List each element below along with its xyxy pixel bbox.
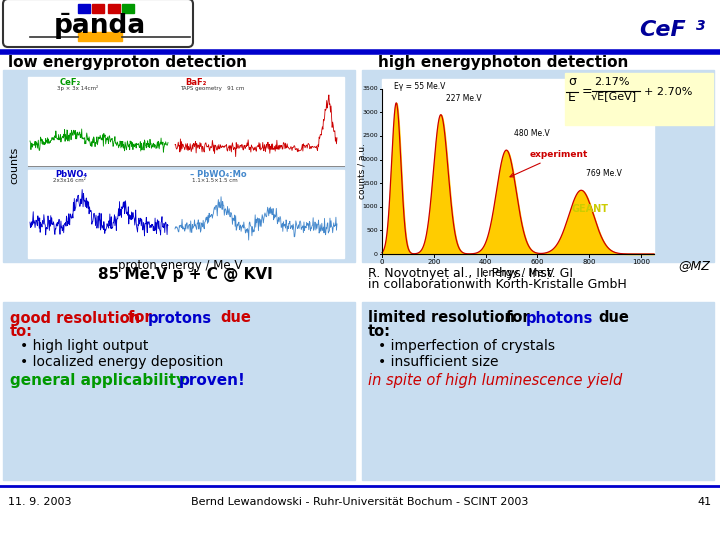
Text: • high light output: • high light output: [20, 339, 148, 353]
Text: Bernd Lewandowski - Ruhr-Universität Bochum - SCINT 2003: Bernd Lewandowski - Ruhr-Universität Boc…: [192, 497, 528, 507]
Bar: [565, 73, 713, 125]
Text: counts: counts: [9, 146, 19, 184]
Text: 3000: 3000: [362, 110, 378, 115]
Text: • insufficient size: • insufficient size: [378, 355, 498, 369]
Text: limited resolution: limited resolution: [368, 310, 515, 326]
Text: 11. 9. 2003: 11. 9. 2003: [8, 497, 71, 507]
Text: due: due: [598, 310, 629, 326]
Text: 1000: 1000: [362, 204, 378, 210]
Bar: [362, 70, 714, 262]
Text: E: E: [568, 91, 576, 104]
Text: 3p × 3x 14cm²: 3p × 3x 14cm²: [57, 85, 98, 91]
Text: 41: 41: [698, 497, 712, 507]
Text: to:: to:: [368, 325, 391, 340]
Bar: [92, 4, 104, 13]
Text: CeF: CeF: [639, 20, 686, 40]
Text: 0: 0: [379, 259, 384, 265]
Bar: [78, 4, 90, 13]
Text: high energyphoton detection: high energyphoton detection: [378, 56, 629, 71]
Text: counts / a.u.: counts / a.u.: [358, 143, 366, 199]
Text: photons: photons: [526, 310, 593, 326]
Text: CeF₂: CeF₂: [60, 78, 81, 87]
Bar: [3, 302, 355, 480]
Text: 1000: 1000: [632, 259, 650, 265]
Text: for: for: [506, 310, 535, 326]
Text: 400: 400: [479, 259, 492, 265]
Bar: [122, 4, 134, 13]
Text: low energyproton detection: low energyproton detection: [8, 56, 247, 71]
Text: R. Novotnyet al., II. Phys. Inst. GI: R. Novotnyet al., II. Phys. Inst. GI: [368, 267, 573, 280]
Text: due: due: [220, 310, 251, 326]
Text: =: =: [582, 85, 593, 98]
Text: GEANT: GEANT: [571, 204, 608, 213]
Text: Eγ = 55 Me.V: Eγ = 55 Me.V: [395, 82, 446, 91]
Text: p̄anda: p̄anda: [54, 13, 146, 39]
Text: 227 Me.V: 227 Me.V: [446, 94, 482, 103]
Text: protons: protons: [148, 310, 212, 326]
Text: experiment: experiment: [510, 150, 588, 177]
Text: proven!: proven!: [179, 373, 246, 388]
FancyBboxPatch shape: [3, 0, 193, 47]
Text: PbWO₄: PbWO₄: [55, 170, 87, 179]
Text: 200: 200: [427, 259, 441, 265]
Text: 3500: 3500: [362, 86, 378, 91]
Bar: [382, 79, 654, 254]
Bar: [78, 32, 122, 41]
Text: 2000: 2000: [362, 157, 378, 162]
Text: proton energy / Me.V: proton energy / Me.V: [118, 260, 242, 273]
Text: to:: to:: [10, 325, 33, 340]
Bar: [362, 302, 714, 480]
Text: 1.1×1.5×1.5 cm: 1.1×1.5×1.5 cm: [192, 178, 238, 183]
Text: for: for: [128, 310, 157, 326]
Text: 0: 0: [374, 252, 378, 256]
Text: in spite of high luminescence yield: in spite of high luminescence yield: [368, 373, 622, 388]
Text: 600: 600: [531, 259, 544, 265]
Text: 480 Me.V: 480 Me.V: [514, 129, 550, 138]
Text: good resolution: good resolution: [10, 310, 140, 326]
Text: 500: 500: [366, 228, 378, 233]
Text: σ: σ: [568, 75, 576, 88]
Text: 85 Me.V p + C @ KVI: 85 Me.V p + C @ KVI: [98, 267, 272, 282]
Text: TAPS geometry   91 cm: TAPS geometry 91 cm: [180, 86, 244, 91]
Text: 2500: 2500: [362, 133, 378, 138]
Text: 3: 3: [696, 19, 706, 33]
Text: 1500: 1500: [362, 181, 378, 186]
Text: @MZ: @MZ: [678, 260, 710, 273]
Bar: [3, 70, 355, 262]
Text: • localized energy deposition: • localized energy deposition: [20, 355, 223, 369]
Text: – PbWO₄:Mo: – PbWO₄:Mo: [190, 170, 247, 179]
Bar: [28, 170, 344, 258]
Bar: [108, 4, 120, 13]
Text: energy / Me.V: energy / Me.V: [482, 268, 554, 278]
Text: in collaborationwith Korth-Kristalle GmbH: in collaborationwith Korth-Kristalle Gmb…: [368, 279, 626, 292]
Bar: [28, 77, 344, 165]
Text: • imperfection of crystals: • imperfection of crystals: [378, 339, 555, 353]
Text: 800: 800: [582, 259, 596, 265]
Text: 2x3x16 cm²: 2x3x16 cm²: [53, 178, 86, 183]
Text: 2.17%: 2.17%: [594, 77, 629, 87]
Text: √E[GeV]: √E[GeV]: [591, 90, 637, 101]
Text: general applicability: general applicability: [10, 373, 186, 388]
Text: 769 Me.V: 769 Me.V: [586, 169, 622, 178]
Text: BaF₂: BaF₂: [185, 78, 207, 87]
Text: + 2.70%: + 2.70%: [644, 87, 693, 97]
